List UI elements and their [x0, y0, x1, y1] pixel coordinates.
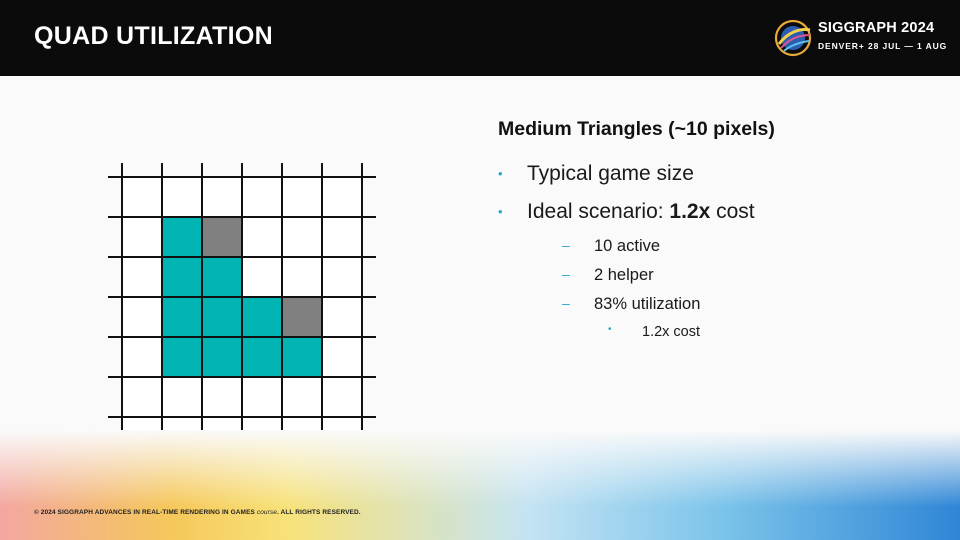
siggraph-globe-icon	[774, 19, 812, 57]
helper-pixel-cell	[282, 297, 322, 337]
bullet-text: Ideal scenario: 1.2x cost	[527, 200, 755, 223]
sub-bullet-text: 10 active	[594, 237, 661, 255]
bullet-dot-icon: •	[608, 324, 612, 335]
empty-pixel-cell	[122, 297, 162, 337]
bullet-item: • Typical game size	[498, 160, 938, 198]
empty-pixel-cell	[122, 377, 162, 417]
empty-pixel-cell	[162, 177, 202, 217]
copyright-footer: © 2024 SIGGRAPH ADVANCES IN REAL-TIME RE…	[34, 509, 361, 516]
bullet-text: Typical game size	[527, 162, 694, 185]
empty-pixel-cell	[202, 377, 242, 417]
bottom-gradient-decoration	[0, 430, 960, 540]
empty-pixel-cell	[322, 337, 362, 377]
bullet-dot-icon: •	[498, 204, 503, 219]
logo-name: SIGGRAPH 2024	[818, 20, 935, 36]
empty-pixel-cell	[242, 257, 282, 297]
bullet-item: • Ideal scenario: 1.2x cost	[498, 198, 938, 236]
pixel-grid	[108, 163, 378, 471]
dash-icon: –	[562, 266, 570, 282]
empty-pixel-cell	[322, 177, 362, 217]
empty-pixel-cell	[242, 377, 282, 417]
empty-pixel-cell	[162, 377, 202, 417]
section-heading: Medium Triangles (~10 pixels)	[498, 118, 775, 140]
active-pixel-cell	[202, 337, 242, 377]
siggraph-logo: SIGGRAPH 2024 DENVER+ 28 JUL — 1 AUG	[774, 18, 954, 58]
sub-bullet-text: 83% utilization	[594, 295, 701, 313]
empty-pixel-cell	[122, 177, 162, 217]
active-pixel-cell	[162, 337, 202, 377]
active-pixel-cell	[162, 297, 202, 337]
helper-pixel-cell	[202, 217, 242, 257]
empty-pixel-cell	[282, 177, 322, 217]
empty-pixel-cell	[282, 217, 322, 257]
active-pixel-cell	[242, 297, 282, 337]
active-pixel-cell	[202, 297, 242, 337]
dash-icon: –	[562, 237, 570, 253]
active-pixel-cell	[162, 257, 202, 297]
empty-pixel-cell	[122, 217, 162, 257]
active-pixel-cell	[202, 257, 242, 297]
logo-dates: DENVER+ 28 JUL — 1 AUG	[818, 41, 948, 51]
active-pixel-cell	[282, 337, 322, 377]
sub-bullet-item: – 10 active	[498, 236, 938, 265]
active-pixel-cell	[162, 217, 202, 257]
empty-pixel-cell	[322, 297, 362, 337]
bullet-dot-icon: •	[498, 166, 503, 181]
sub-bullet-item: – 83% utilization	[498, 294, 938, 323]
empty-pixel-cell	[242, 217, 282, 257]
empty-pixel-cell	[322, 217, 362, 257]
sub-sub-bullet-text: 1.2x cost	[642, 324, 701, 340]
sub-bullet-item: – 2 helper	[498, 265, 938, 294]
empty-pixel-cell	[242, 177, 282, 217]
empty-pixel-cell	[122, 257, 162, 297]
active-pixel-cell	[242, 337, 282, 377]
empty-pixel-cell	[322, 377, 362, 417]
dash-icon: –	[562, 295, 570, 311]
empty-pixel-cell	[202, 177, 242, 217]
empty-pixel-cell	[322, 257, 362, 297]
header-bar: QUAD UTILIZATION SIGGRAPH 2024 DENVER+ 2…	[0, 0, 960, 76]
sub-sub-bullet-item: • 1.2x cost	[498, 323, 938, 347]
sub-bullet-text: 2 helper	[594, 266, 654, 284]
empty-pixel-cell	[122, 337, 162, 377]
empty-pixel-cell	[282, 377, 322, 417]
slide-title: QUAD UTILIZATION	[34, 22, 274, 50]
bullet-list: • Typical game size • Ideal scenario: 1.…	[498, 160, 938, 347]
empty-pixel-cell	[282, 257, 322, 297]
